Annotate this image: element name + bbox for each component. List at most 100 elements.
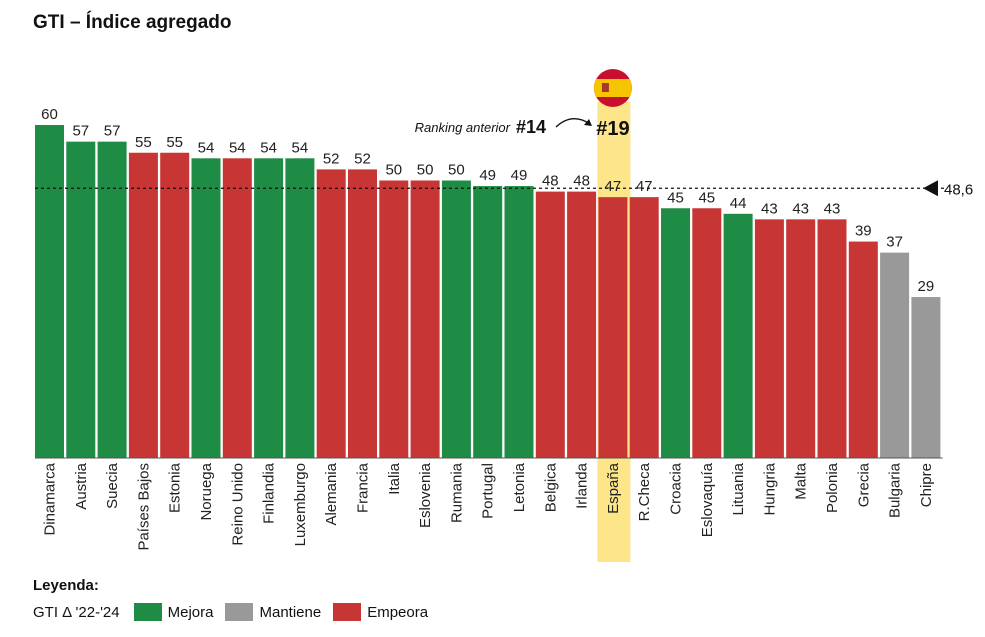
category-label-rumania: Rumania <box>448 462 465 523</box>
category-label-eslovenia: Eslovenia <box>417 462 434 528</box>
legend-item-mantiene: Mantiene <box>225 603 321 621</box>
spain-flag-icon <box>593 69 632 107</box>
value-label-noruega: 54 <box>198 139 215 156</box>
value-label-rumania: 50 <box>448 162 465 179</box>
bar-chipre <box>911 297 941 458</box>
value-label-portugal: 49 <box>479 167 496 184</box>
value-label-grecia: 39 <box>855 223 872 240</box>
legend-prefix: GTI Δ '22-'24 <box>33 603 120 621</box>
category-label-letonia: Letonia <box>511 462 528 512</box>
category-label-grecia: Grecia <box>855 462 872 507</box>
bar-alemania <box>316 169 346 458</box>
category-label-irlanda: Irlanda <box>574 462 591 509</box>
value-label-lituania: 44 <box>730 195 747 212</box>
legend-swatch-mejora <box>133 603 162 621</box>
category-label-reino-unido: Reino Unido <box>229 463 246 546</box>
category-label-suecia: Suecia <box>104 462 121 509</box>
legend-title: Leyenda: <box>33 577 99 594</box>
value-label-italia: 50 <box>385 162 402 179</box>
category-label-finlandia: Finlandia <box>261 462 278 524</box>
category-label-r-checa: R.Checa <box>636 462 653 521</box>
value-label-alemania: 52 <box>323 150 340 167</box>
bar-rumania <box>441 180 471 458</box>
value-label-reino-unido: 54 <box>229 139 246 156</box>
rank-arrow-icon <box>555 118 591 128</box>
bar-lituania <box>723 213 753 458</box>
chart-title: GTI – Índice agregado <box>33 12 232 33</box>
category-label-polonia: Polonia <box>824 462 841 513</box>
bar-croacia <box>661 208 690 458</box>
category-label-paises-bajos: Países Bajos <box>135 463 152 551</box>
bar-noruega <box>191 158 221 459</box>
category-label-malta: Malta <box>793 462 810 499</box>
previous-rank-label: #14 <box>516 117 546 137</box>
value-label-paises-bajos: 55 <box>135 134 152 151</box>
bar-eslovenia <box>410 180 440 458</box>
value-label-croacia: 45 <box>667 189 684 206</box>
category-label-bulgaria: Bulgaria <box>887 462 904 518</box>
bar-hungria <box>754 219 784 458</box>
bar-polonia <box>817 219 847 458</box>
category-label-espana: España <box>605 462 622 514</box>
category-label-hungria: Hungria <box>761 462 778 515</box>
bar-grecia <box>848 241 878 458</box>
legend-label-mejora: Mejora <box>167 603 214 621</box>
bar-paises-bajos <box>128 152 158 458</box>
value-label-hungria: 43 <box>761 200 778 217</box>
legend-item-empeora: Empeora <box>333 603 428 621</box>
value-label-estonia: 55 <box>166 134 183 151</box>
category-label-chipre: Chipre <box>918 463 935 507</box>
legend-label-empeora: Empeora <box>367 603 429 621</box>
bar-espana <box>598 197 628 458</box>
current-rank-label: #19 <box>596 118 629 140</box>
bar-francia <box>348 169 377 458</box>
legend-label-mantiene: Mantiene <box>259 603 322 621</box>
category-label-lituania: Lituania <box>730 462 747 515</box>
average-marker-icon <box>923 180 938 197</box>
category-label-dinamarca: Dinamarca <box>42 462 59 535</box>
value-label-austria: 57 <box>72 123 89 140</box>
value-label-eslovenia: 50 <box>417 162 434 179</box>
legend-item-mejora: Mejora <box>133 603 214 621</box>
value-label-suecia: 57 <box>104 123 121 140</box>
bar-portugal <box>473 186 503 459</box>
value-label-letonia: 49 <box>511 167 528 184</box>
bar-luxemburgo <box>285 158 315 459</box>
bar-suecia <box>97 141 127 458</box>
value-label-irlanda: 48 <box>573 173 590 190</box>
bar-irlanda <box>567 191 597 458</box>
category-label-estonia: Estonia <box>167 462 184 513</box>
value-label-espana: 47 <box>605 178 622 195</box>
bar-dinamarca <box>35 125 64 458</box>
average-label: 48,6 <box>944 181 973 198</box>
rank-arrowhead-icon <box>584 119 592 126</box>
bar-malta <box>786 219 816 458</box>
value-label-eslovaquia: 45 <box>698 189 715 206</box>
category-label-austria: Austria <box>73 462 90 509</box>
category-label-belgica: Belgica <box>542 462 559 512</box>
value-label-finlandia: 54 <box>260 139 277 156</box>
value-label-dinamarca: 60 <box>41 106 58 123</box>
category-label-italia: Italia <box>386 462 403 494</box>
bar-chart: 60 Dinamarca 57 Austria 57 Suecia 55 Países Baj… <box>35 69 973 562</box>
value-label-luxemburgo: 54 <box>292 139 309 156</box>
value-label-malta: 43 <box>792 200 809 217</box>
bar-letonia <box>504 186 534 459</box>
category-label-alemania: Alemania <box>323 462 340 525</box>
value-label-r-checa: 47 <box>636 178 653 195</box>
previous-rank-caption: Ranking anterior <box>415 120 511 135</box>
category-label-noruega: Noruega <box>198 462 215 520</box>
category-label-croacia: Croacia <box>668 462 685 514</box>
bar-reino-unido <box>222 158 252 459</box>
value-label-polonia: 43 <box>824 200 841 217</box>
legend-swatch-mantiene <box>225 603 254 621</box>
bar-finlandia <box>254 158 284 459</box>
bar-r-checa <box>629 197 659 458</box>
category-label-eslovaquia: Eslovaquía <box>699 462 716 537</box>
legend-swatch-empeora <box>333 603 362 621</box>
bar-bulgaria <box>880 252 910 458</box>
bar-austria <box>66 141 96 458</box>
value-label-bulgaria: 37 <box>886 234 903 251</box>
bar-belgica <box>535 191 565 458</box>
bar-estonia <box>160 152 190 458</box>
